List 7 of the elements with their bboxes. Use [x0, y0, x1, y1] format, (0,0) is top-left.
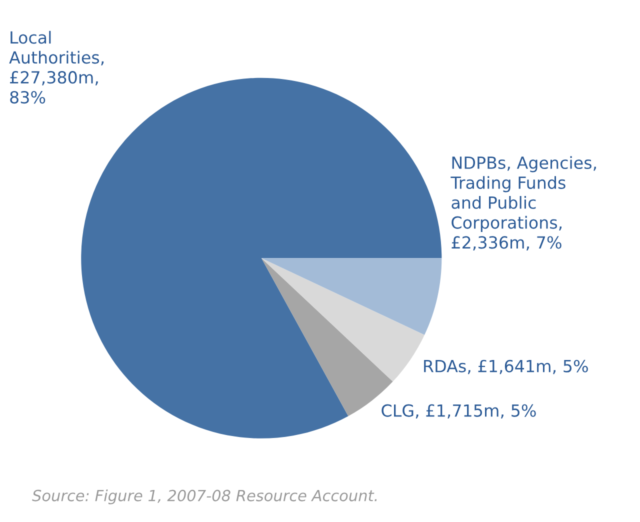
slice-label: RDAs, £1,641m, 5% [424, 360, 588, 374]
slice-label: CLG, £1,715m, 5% [382, 404, 536, 419]
source-note: Source: Figure 1, 2007-08 Resource Account. [32, 490, 377, 504]
pie-slice [261, 258, 425, 382]
slice-label: Local Authorities, £27,380m, 83% [9, 30, 104, 104]
pie-slice [261, 258, 442, 335]
slice-label: NDPBs, Agencies, Trading Funds and Public Corporations, £2,336m, 7% [450, 156, 596, 250]
